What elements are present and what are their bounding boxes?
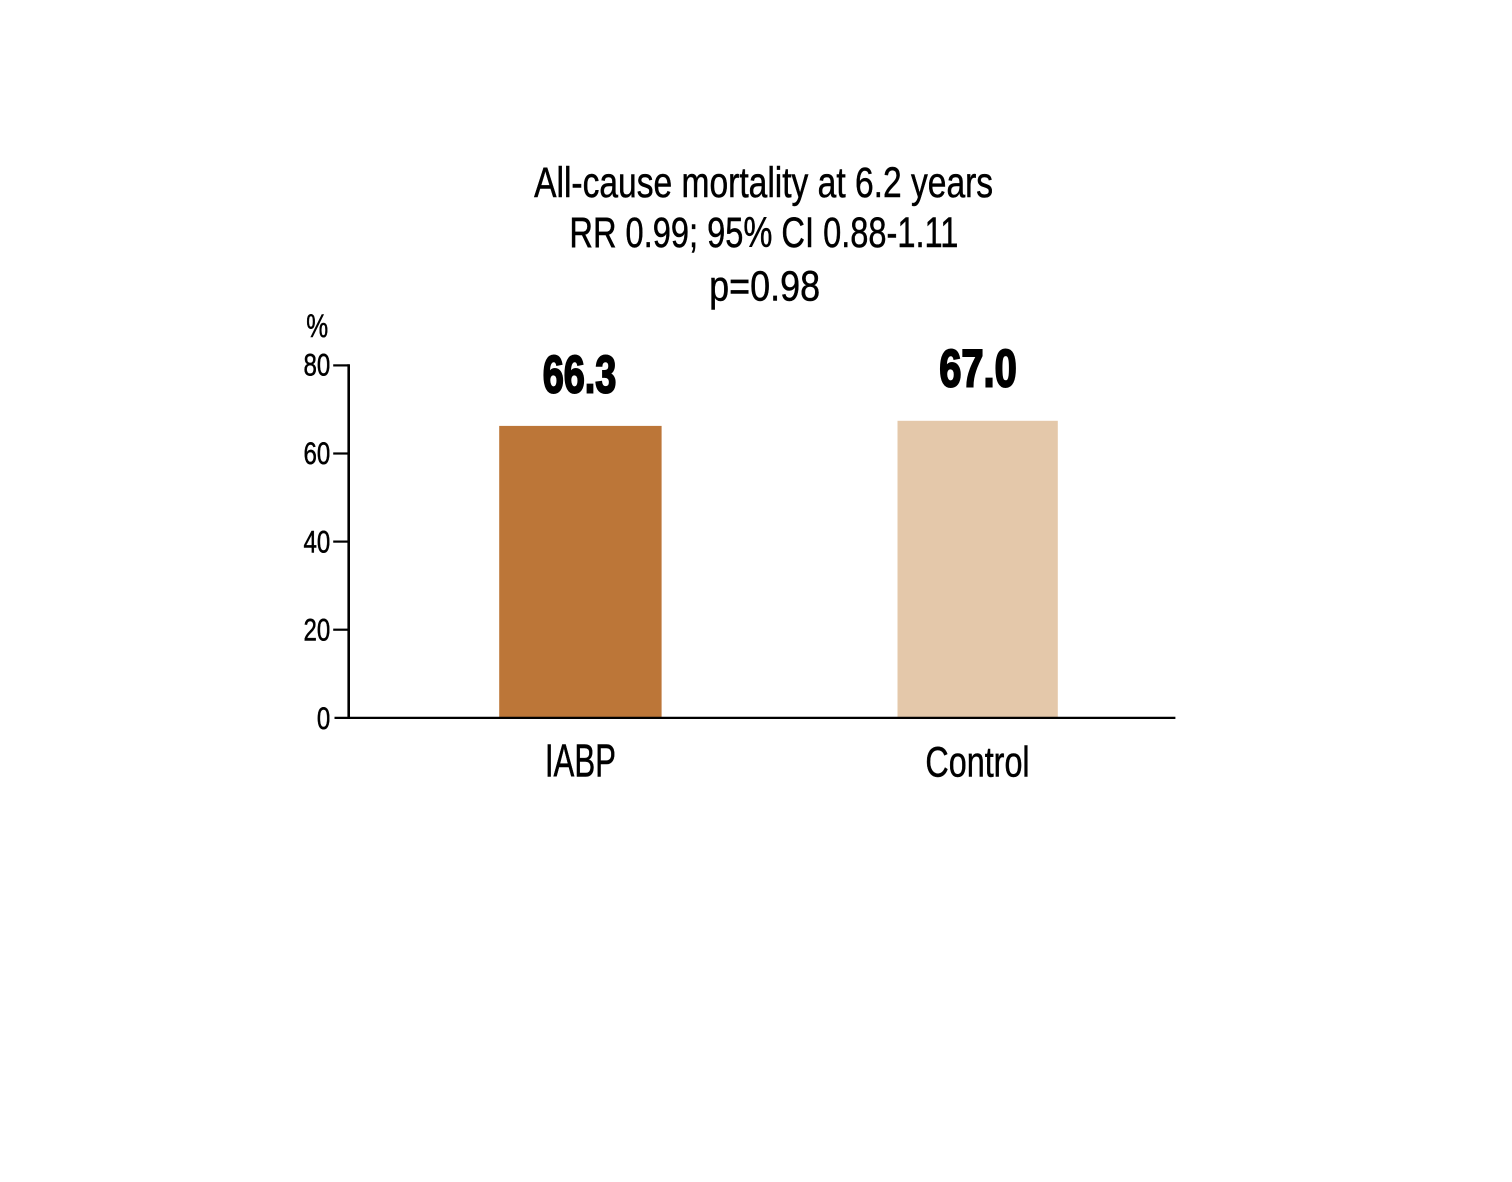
svg-text:67.0: 67.0 bbox=[939, 339, 1017, 398]
svg-text:0: 0 bbox=[317, 701, 330, 736]
svg-text:80: 80 bbox=[304, 348, 331, 383]
svg-text:IABP: IABP bbox=[545, 736, 616, 788]
svg-text:40: 40 bbox=[304, 524, 331, 559]
svg-text:All-cause mortality at 6.2 yea: All-cause mortality at 6.2 years bbox=[534, 159, 993, 207]
svg-text:Control: Control bbox=[925, 739, 1029, 786]
svg-text:%: % bbox=[306, 309, 328, 345]
svg-text:p=0.98: p=0.98 bbox=[709, 263, 820, 310]
svg-text:20: 20 bbox=[304, 613, 331, 648]
svg-text:RR 0.99; 95% CI 0.88-1.11: RR 0.99; 95% CI 0.88-1.11 bbox=[569, 210, 958, 257]
svg-text:66.3: 66.3 bbox=[543, 345, 617, 404]
svg-text:60: 60 bbox=[304, 436, 331, 471]
